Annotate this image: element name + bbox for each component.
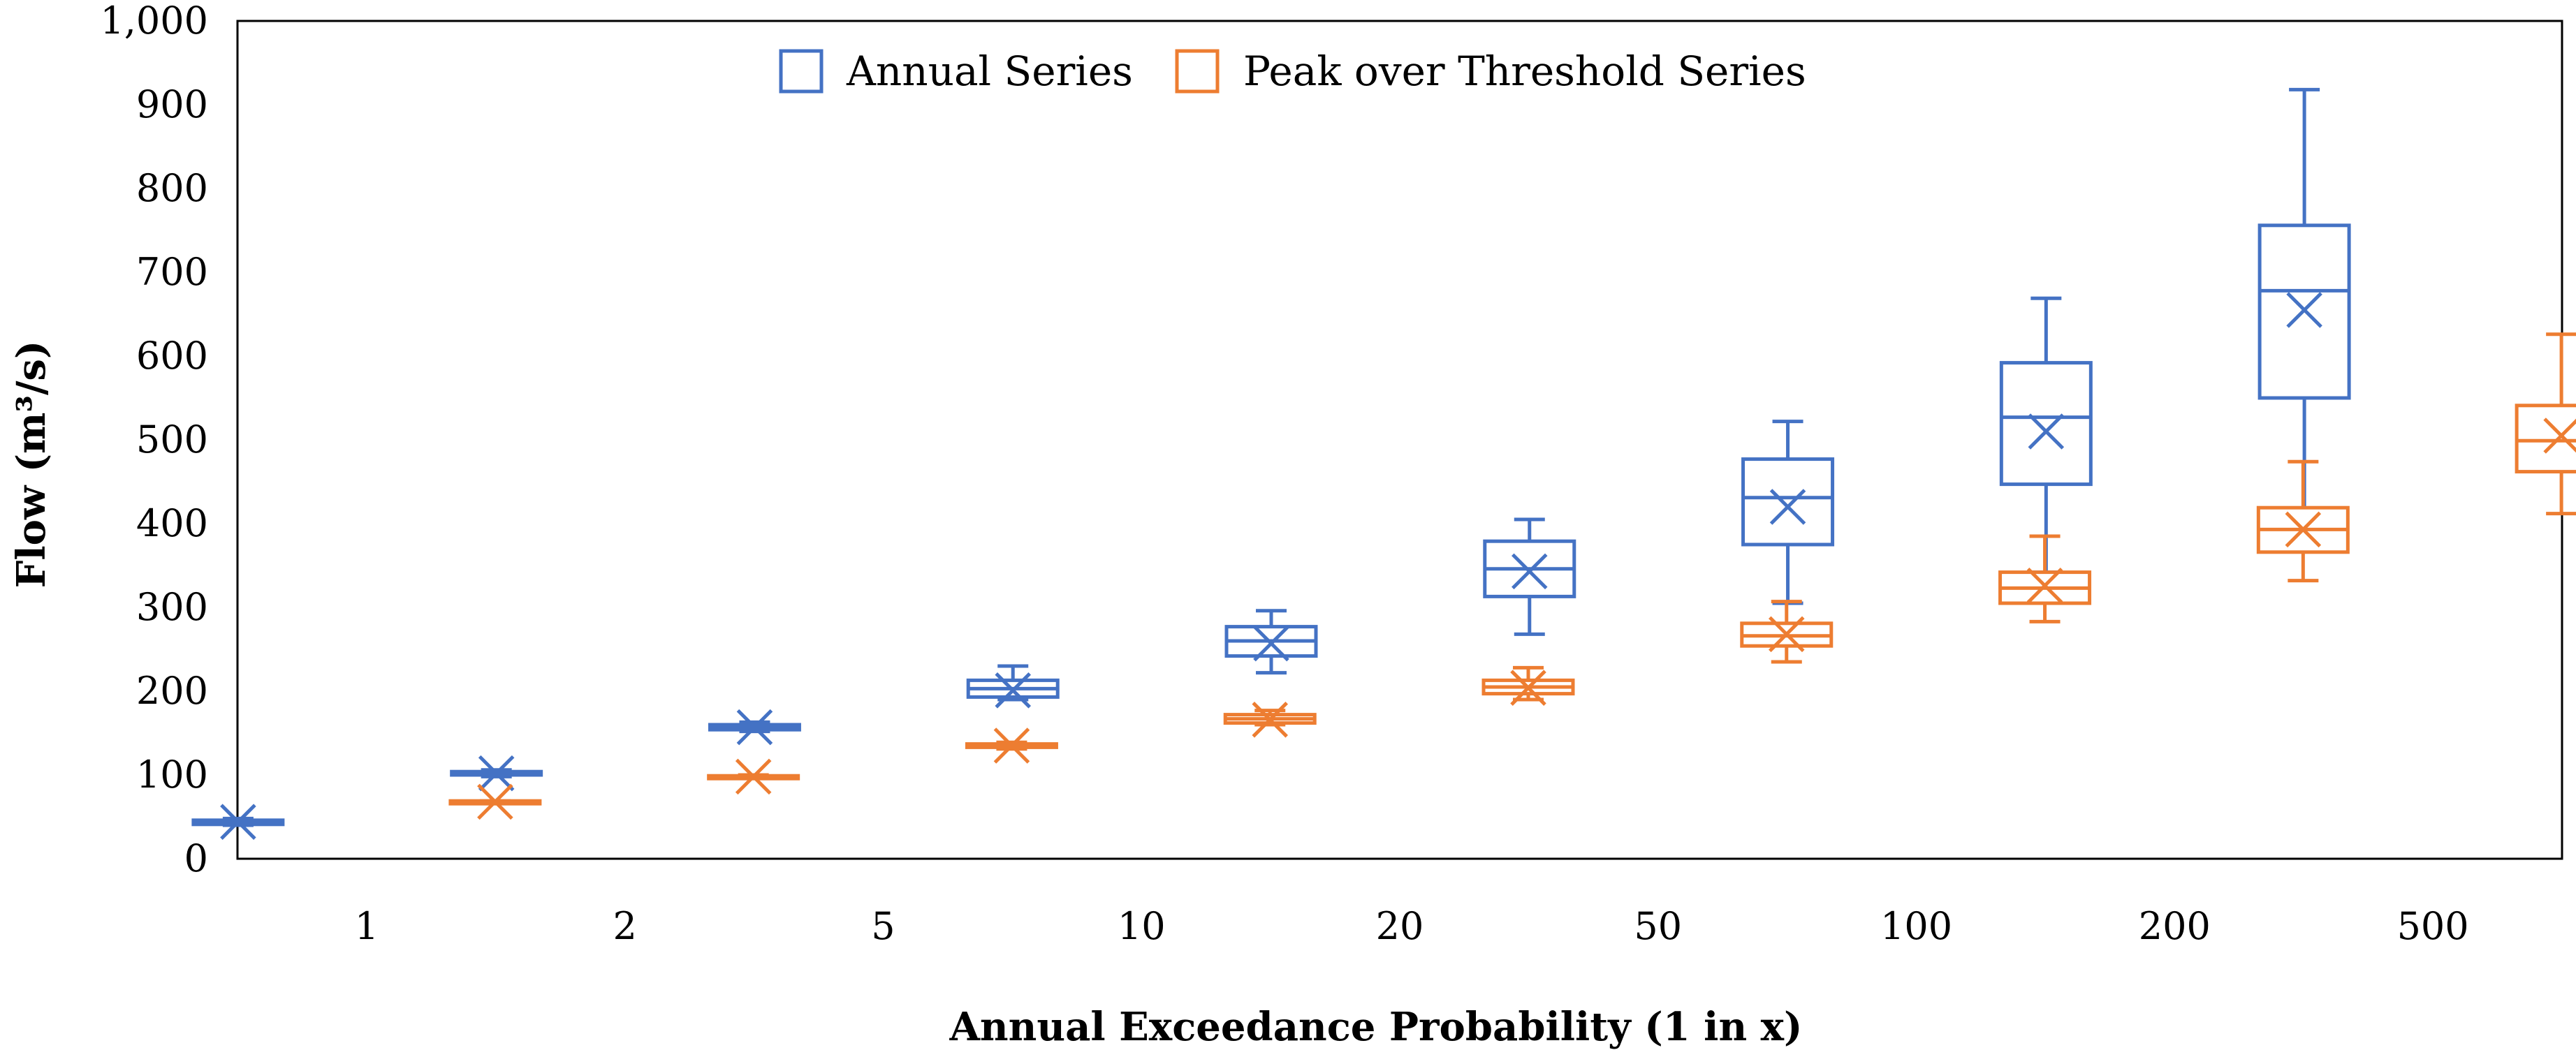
x-tick-label: 100 <box>1880 904 1952 948</box>
y-tick-label: 1,000 <box>100 0 208 43</box>
x-axis-title: Annual Exceedance Probability (1 in x) <box>949 1004 1802 1050</box>
box-1-5 <box>1740 600 1834 664</box>
mean-marker <box>1769 489 1806 525</box>
mean-marker <box>1512 553 1548 590</box>
box-1-7 <box>2256 459 2350 583</box>
legend-label-pot-series: Peak over Threshold Series <box>1243 47 1806 95</box>
box-1-6 <box>1998 534 2092 623</box>
box-0-6 <box>1741 420 1835 605</box>
x-tick-label: 5 <box>871 904 895 948</box>
box-0-3 <box>966 664 1060 709</box>
mean-marker <box>2026 568 2063 604</box>
x-tick-label: 20 <box>1376 904 1424 948</box>
iqr-box <box>2515 404 2576 474</box>
box-1-0 <box>448 783 542 820</box>
iqr-box <box>1999 361 2093 487</box>
y-tick-label: 200 <box>136 669 208 713</box>
y-tick-label: 900 <box>136 82 208 126</box>
box-0-0 <box>191 804 285 840</box>
legend-label-annual-series: Annual Series <box>846 47 1133 95</box>
mean-marker <box>735 758 772 795</box>
box-0-7 <box>1999 296 2093 575</box>
x-tick-label: 500 <box>2397 904 2469 948</box>
box-1-3 <box>1223 702 1317 738</box>
y-tick-label: 500 <box>136 418 208 461</box>
box-0-4 <box>1224 609 1318 675</box>
box-1-2 <box>965 727 1058 764</box>
y-axis-tick-labels: 0 100 200 300 400 500 600 700 800 900 1,000 <box>100 0 208 880</box>
mean-marker <box>736 709 773 746</box>
box-0-5 <box>1483 517 1576 636</box>
box-1-4 <box>1481 665 1575 706</box>
mean-marker <box>2543 418 2576 454</box>
mean-marker <box>2286 292 2322 328</box>
mean-marker <box>477 783 513 820</box>
mean-marker <box>993 727 1030 764</box>
mean-marker <box>2285 511 2322 548</box>
mean-marker <box>1510 670 1546 706</box>
mean-marker <box>478 755 515 792</box>
box-1-1 <box>707 758 800 795</box>
y-axis-title: Flow (m³/s) <box>8 341 54 589</box>
x-tick-label: 50 <box>1634 904 1682 948</box>
mean-marker <box>2028 413 2065 450</box>
mean-marker <box>220 804 256 840</box>
mean-marker <box>1253 625 1289 662</box>
mean-marker <box>1769 616 1805 653</box>
legend-swatch-pot-series <box>1175 49 1220 94</box>
mean-marker <box>1252 702 1288 738</box>
x-tick-label: 2 <box>613 904 636 948</box>
iqr-box <box>1741 457 1835 547</box>
box-0-2 <box>708 709 801 746</box>
y-tick-label: 100 <box>136 753 208 797</box>
x-tick-label: 10 <box>1118 904 1166 948</box>
y-tick-label: 600 <box>136 334 208 378</box>
y-tick-label: 0 <box>184 836 208 880</box>
series-group <box>448 332 2576 820</box>
y-tick-label: 400 <box>136 501 208 545</box>
y-tick-label: 700 <box>136 250 208 294</box>
box-0-1 <box>450 755 543 792</box>
box-1-8 <box>2515 332 2576 516</box>
y-tick-label: 300 <box>136 585 208 629</box>
x-axis-tick-labels: 1 2 5 10 20 50 100 200 500 <box>355 904 2469 948</box>
mean-marker <box>995 672 1031 709</box>
x-tick-label: 1 <box>355 904 379 948</box>
y-tick-label: 800 <box>136 166 208 210</box>
legend-swatch-annual-series <box>779 49 824 94</box>
x-tick-label: 200 <box>2139 904 2211 948</box>
legend: Annual Series Peak over Threshold Series <box>779 47 1806 95</box>
box-series <box>191 87 2576 840</box>
